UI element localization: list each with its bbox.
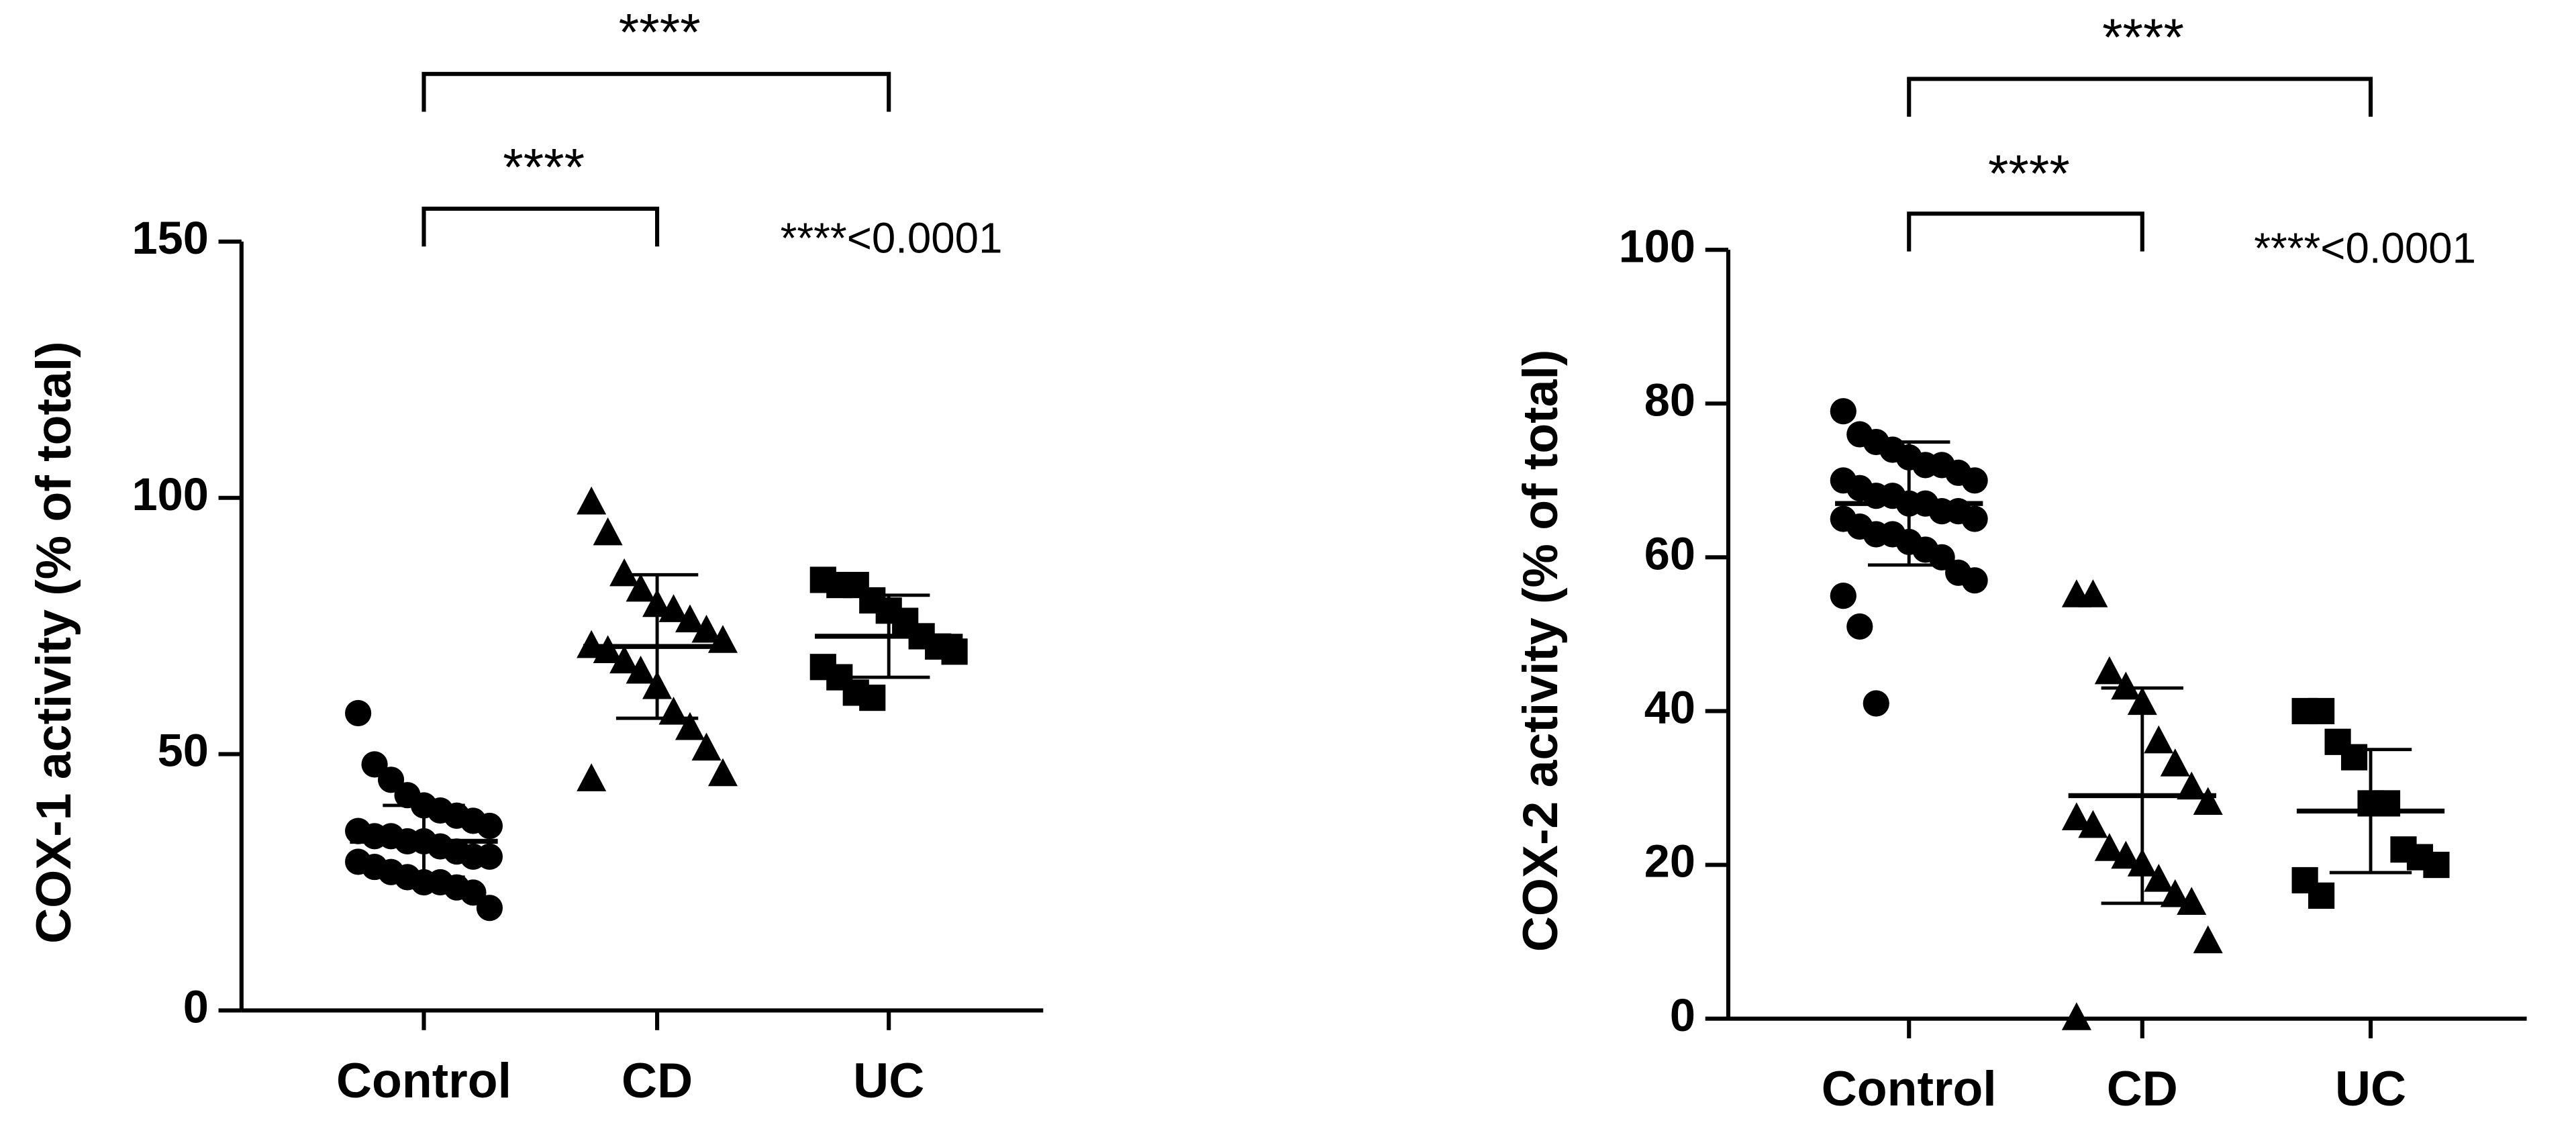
data-point <box>377 767 405 793</box>
data-point <box>609 645 640 674</box>
significance-label: **** <box>503 137 585 196</box>
data-point <box>460 879 487 906</box>
data-point <box>1961 505 1988 532</box>
data-point <box>577 763 607 791</box>
y-tick-label: 80 <box>1644 374 1695 426</box>
significance-label: **** <box>1988 144 2070 203</box>
data-point <box>658 697 689 725</box>
data-point <box>2160 879 2190 907</box>
p-value-note: ****<0.0001 <box>781 215 1003 262</box>
data-point <box>577 486 607 515</box>
data-point <box>593 635 623 663</box>
significance-bracket <box>1907 77 2373 117</box>
y-axis-label: COX-2 activity (% of total) <box>1513 350 1568 952</box>
sd-bar <box>383 803 465 879</box>
data-point <box>345 699 372 727</box>
data-point <box>2144 863 2174 892</box>
x-tick-label: CD <box>622 1053 693 1108</box>
sd-bar <box>615 573 699 720</box>
y-tick-label: 150 <box>132 212 209 264</box>
data-point <box>476 812 503 840</box>
significance-bracket <box>1907 211 2144 252</box>
y-axis-label: COX-1 activity (% of total) <box>26 341 81 943</box>
x-tick-label: UC <box>2335 1061 2406 1116</box>
significance-bracket <box>422 72 891 112</box>
data-point <box>626 573 656 602</box>
data-point <box>941 638 968 665</box>
data-point <box>707 758 738 787</box>
x-tick-label: UC <box>853 1053 924 1108</box>
data-point <box>626 655 656 684</box>
sd-bar <box>848 593 930 679</box>
y-tick-label: 0 <box>183 981 209 1033</box>
data-point <box>2094 833 2124 861</box>
data-point <box>2160 748 2190 777</box>
data-point <box>593 517 623 546</box>
data-point <box>675 711 705 740</box>
data-point <box>1863 690 1889 717</box>
data-point <box>476 843 503 870</box>
x-tick-label: CD <box>2107 1061 2178 1116</box>
data-point <box>675 604 705 633</box>
sd-bar <box>2101 686 2183 905</box>
y-tick-label: 50 <box>158 725 209 777</box>
y-tick-label: 40 <box>1644 682 1695 734</box>
data-point <box>2111 840 2141 869</box>
data-point <box>2111 671 2141 700</box>
sd-bar <box>1868 440 1950 567</box>
data-point <box>691 732 722 761</box>
x-tick-label: Control <box>1822 1061 1997 1116</box>
p-value-note: ****<0.0001 <box>2254 224 2476 272</box>
panel: 0 20 40 60 80 100 COX-2 activity (% of total) C… <box>1513 7 2527 1116</box>
data-point <box>2094 656 2124 685</box>
data-point <box>2144 725 2174 754</box>
significance-bracket <box>422 206 660 247</box>
data-point <box>2078 809 2108 838</box>
data-point <box>2308 882 2335 909</box>
data-point <box>361 751 388 778</box>
data-point <box>2061 802 2091 830</box>
x-tick-label: Control <box>336 1053 511 1108</box>
y-tick-label: 60 <box>1644 528 1695 579</box>
data-point <box>2177 771 2207 800</box>
data-point <box>859 685 886 711</box>
sd-bar <box>2329 748 2412 875</box>
data-point <box>2193 925 2223 954</box>
data-point <box>1961 467 1988 494</box>
data-point <box>2078 579 2108 607</box>
data-point <box>476 895 503 922</box>
data-point <box>1846 613 1873 640</box>
data-point <box>2308 697 2335 725</box>
data-point <box>2193 787 2223 815</box>
data-point <box>609 558 640 587</box>
data-point <box>691 614 722 643</box>
y-tick-label: 0 <box>1670 989 1695 1041</box>
data-point <box>1961 567 1988 594</box>
y-tick-label: 20 <box>1644 836 1695 887</box>
data-point <box>2177 887 2207 915</box>
y-tick-label: 100 <box>1619 220 1695 272</box>
data-point <box>1830 398 1856 425</box>
y-tick-label: 100 <box>132 468 209 520</box>
data-point <box>2423 851 2450 879</box>
data-point <box>1830 583 1856 609</box>
data-point <box>658 594 689 622</box>
significance-label: **** <box>619 3 701 62</box>
data-point <box>2061 1002 2091 1030</box>
significance-label: **** <box>2102 7 2184 66</box>
panel: 0 50 100 150 COX-1 activity (% of total) Cont… <box>26 3 1044 1108</box>
